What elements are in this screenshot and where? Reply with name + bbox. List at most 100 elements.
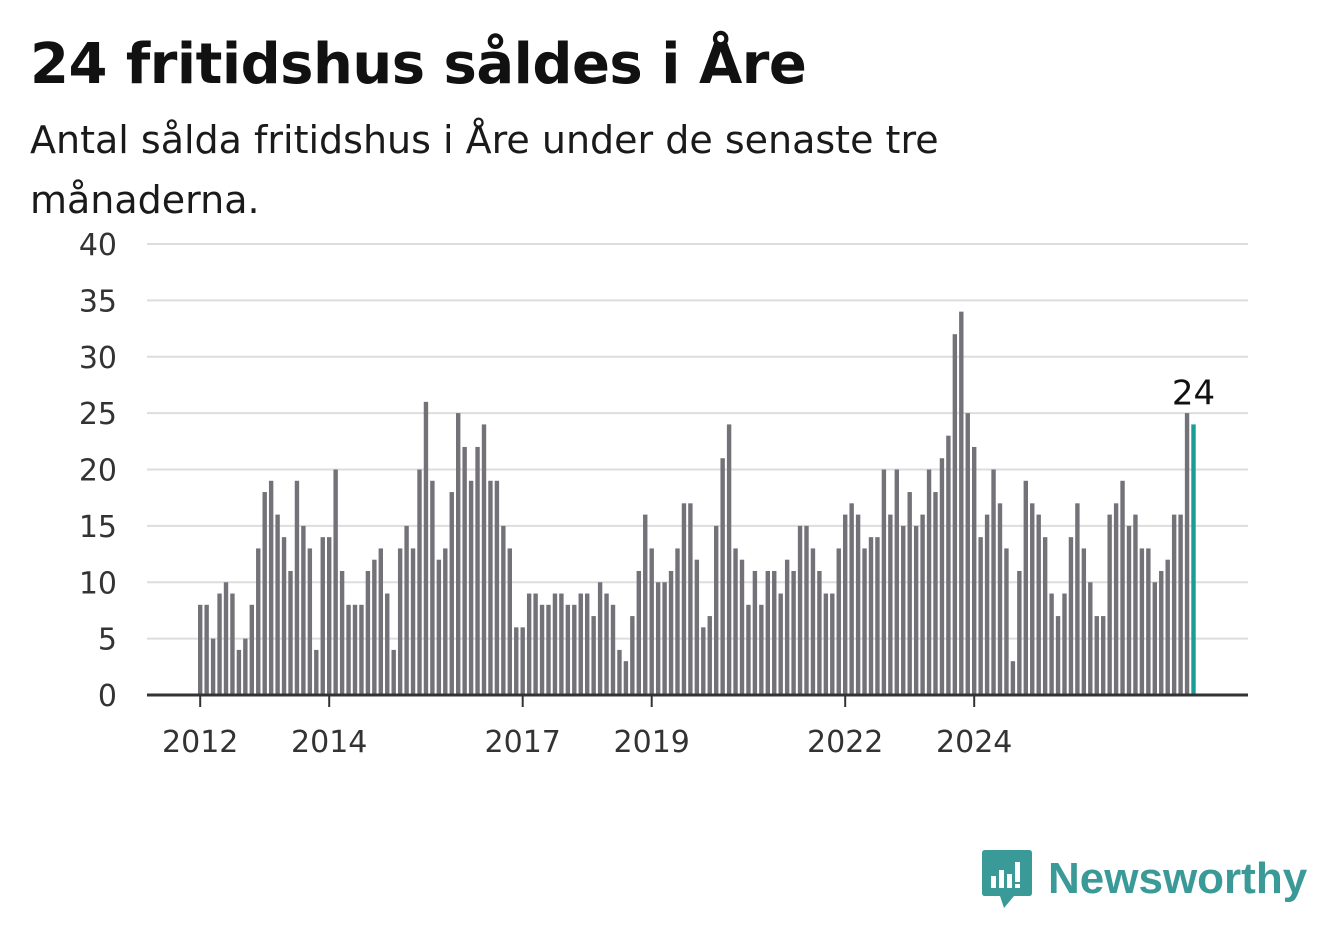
bar bbox=[888, 514, 893, 695]
bar bbox=[1113, 503, 1119, 695]
bar bbox=[926, 469, 932, 695]
bar bbox=[468, 480, 474, 695]
bar bbox=[623, 661, 629, 695]
bar bbox=[372, 559, 377, 695]
bar bbox=[1094, 616, 1099, 695]
bar bbox=[346, 604, 351, 695]
y-axis-labels: 0 5 10 15 20 25 30 35 40 bbox=[79, 228, 117, 714]
bar bbox=[701, 627, 706, 695]
bar bbox=[249, 604, 254, 695]
bar bbox=[365, 570, 371, 695]
bar bbox=[617, 649, 622, 695]
bar bbox=[707, 616, 712, 695]
bars bbox=[198, 311, 1196, 695]
y-tick-label: 30 bbox=[79, 341, 117, 376]
bar-value-label: 24 bbox=[1172, 373, 1215, 413]
bar bbox=[688, 503, 693, 695]
bar bbox=[352, 604, 358, 695]
y-tick-label: 0 bbox=[98, 679, 117, 714]
bar bbox=[901, 525, 906, 695]
bar bbox=[404, 525, 409, 695]
bar bbox=[385, 593, 390, 695]
y-tick-label: 40 bbox=[79, 228, 117, 263]
bar-chart: 0 5 10 15 20 25 30 35 40 2012 2014 2017 2019 2022 202… bbox=[79, 228, 1248, 760]
bar bbox=[281, 537, 287, 695]
bar bbox=[320, 537, 325, 695]
bar-highlight bbox=[1191, 424, 1196, 695]
bar bbox=[236, 649, 242, 695]
bar bbox=[739, 559, 745, 695]
bar bbox=[714, 525, 719, 695]
bar bbox=[765, 570, 770, 695]
bar bbox=[217, 593, 222, 695]
bar bbox=[494, 480, 500, 695]
x-axis-labels: 2012 2014 2017 2019 2022 2024 bbox=[162, 725, 1012, 760]
bar bbox=[288, 570, 293, 695]
bar bbox=[410, 548, 416, 695]
x-tick-label: 2019 bbox=[614, 725, 690, 760]
bar bbox=[772, 570, 777, 695]
bar bbox=[333, 469, 338, 695]
bar bbox=[752, 570, 758, 695]
y-tick-label: 15 bbox=[79, 510, 117, 545]
bar bbox=[481, 424, 487, 695]
bar bbox=[507, 548, 512, 695]
bar bbox=[462, 446, 467, 695]
bar bbox=[610, 604, 616, 695]
y-tick-label: 25 bbox=[79, 397, 117, 432]
bar bbox=[1120, 480, 1125, 695]
bar bbox=[920, 514, 925, 695]
bar bbox=[855, 514, 861, 695]
bar bbox=[959, 311, 964, 695]
bar bbox=[978, 537, 983, 695]
bar bbox=[552, 593, 558, 695]
bar bbox=[391, 649, 396, 695]
y-tick-label: 10 bbox=[79, 566, 117, 601]
bar bbox=[862, 548, 867, 695]
bar bbox=[1004, 548, 1009, 695]
newsworthy-logo-icon bbox=[982, 850, 1032, 908]
x-tick-label: 2024 bbox=[936, 725, 1012, 760]
bar bbox=[1171, 514, 1177, 695]
bar bbox=[1133, 514, 1138, 695]
bar bbox=[1178, 514, 1183, 695]
bar bbox=[501, 525, 506, 695]
bar bbox=[984, 514, 990, 695]
bar bbox=[565, 604, 571, 695]
bar bbox=[1159, 570, 1164, 695]
bar bbox=[1184, 413, 1190, 695]
bar bbox=[836, 548, 841, 695]
bar bbox=[1030, 503, 1035, 695]
bar bbox=[965, 413, 970, 695]
bar bbox=[1088, 582, 1093, 695]
bar bbox=[198, 604, 203, 695]
bar bbox=[720, 458, 725, 695]
bar bbox=[578, 593, 583, 695]
bar bbox=[881, 469, 887, 695]
bar bbox=[223, 582, 229, 695]
bar bbox=[327, 537, 332, 695]
bar bbox=[791, 570, 796, 695]
chart-subtitle: Antal sålda fritidshus i Åre under de se… bbox=[30, 118, 939, 222]
bar bbox=[378, 548, 383, 695]
bar bbox=[430, 480, 435, 695]
bar bbox=[1036, 514, 1041, 695]
bar bbox=[1126, 525, 1132, 695]
bar bbox=[913, 525, 919, 695]
bar bbox=[539, 604, 545, 695]
bar bbox=[649, 548, 654, 695]
bar bbox=[849, 503, 854, 695]
bar bbox=[449, 492, 454, 695]
bar bbox=[997, 503, 1003, 695]
annotations: 24 bbox=[1172, 373, 1215, 413]
bar bbox=[314, 649, 319, 695]
bar bbox=[520, 627, 525, 695]
bar bbox=[630, 616, 635, 695]
bar bbox=[294, 480, 300, 695]
bar bbox=[262, 492, 267, 695]
bar bbox=[662, 582, 667, 695]
y-tick-label: 20 bbox=[79, 454, 117, 489]
bar bbox=[1152, 582, 1157, 695]
bar bbox=[1101, 616, 1106, 695]
bar bbox=[456, 413, 461, 695]
